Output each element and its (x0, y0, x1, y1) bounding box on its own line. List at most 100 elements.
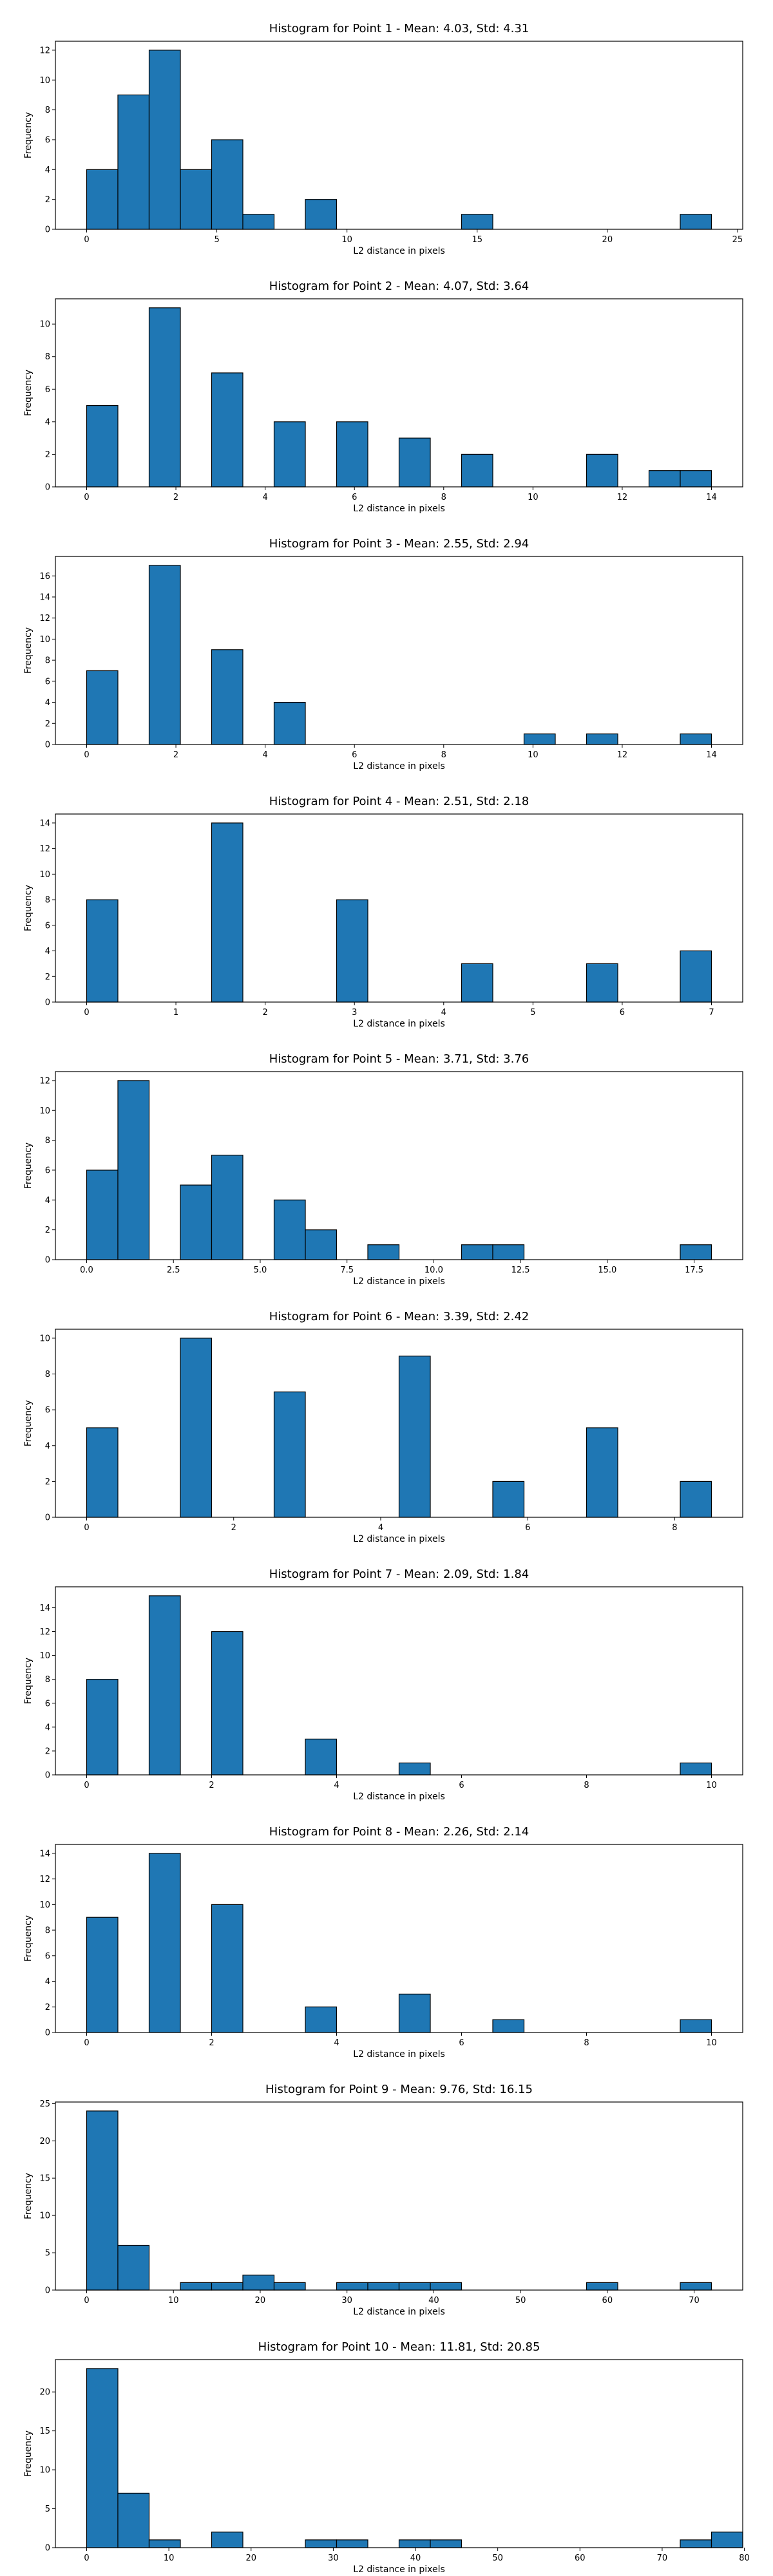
histogram-bar (680, 1762, 712, 1776)
y-tick-label: 4 (45, 1441, 50, 1451)
y-tick-label: 0 (45, 741, 50, 750)
y-tick-label: 4 (45, 947, 50, 956)
histogram-chart-8: Histogram for Point 8 - Mean: 2.26, Std:… (23, 1825, 743, 2060)
y-axis-label: Frequency (23, 885, 33, 931)
y-axis-label: Frequency (23, 2173, 33, 2219)
y-tick-label: 6 (45, 921, 50, 931)
y-tick-label: 14 (39, 819, 50, 828)
x-tick-label: 4 (378, 1523, 383, 1533)
y-tick-label: 10 (39, 1334, 50, 1343)
y-tick-label: 4 (45, 698, 50, 708)
histogram-bar (398, 2539, 431, 2548)
histogram-bar (336, 2539, 368, 2548)
y-tick-label: 2 (45, 972, 50, 982)
x-tick-label: 30 (341, 2296, 352, 2306)
chart-title: Histogram for Point 10 - Mean: 11.81, St… (258, 2340, 540, 2354)
y-tick-label: 14 (39, 1604, 50, 1613)
y-tick-label: 8 (45, 1370, 50, 1379)
histogram-bar (680, 2282, 712, 2291)
histogram-bar (148, 1595, 181, 1776)
x-tick-label: 12 (617, 493, 628, 502)
y-tick-label: 12 (39, 1627, 50, 1637)
histogram-bar (148, 1853, 181, 2033)
histogram-bar (211, 1155, 243, 1260)
y-tick-label: 6 (45, 385, 50, 395)
y-tick-label: 8 (45, 1926, 50, 1936)
x-tick-label: 0 (84, 2553, 89, 2563)
y-tick-label: 12 (39, 844, 50, 854)
histogram-bar (492, 1244, 525, 1260)
x-axis-label: L2 distance in pixels (353, 2564, 445, 2575)
histogram-bar (461, 214, 493, 230)
histogram-bar (492, 1481, 525, 1518)
histogram-chart-4: Histogram for Point 4 - Mean: 2.51, Std:… (23, 795, 743, 1029)
y-tick-label: 12 (39, 1875, 50, 1884)
y-tick-label: 8 (45, 896, 50, 905)
histogram-bar (367, 2282, 400, 2291)
x-axis-label: L2 distance in pixels (353, 2307, 445, 2317)
y-tick-label: 15 (39, 2427, 50, 2436)
x-tick-label: 70 (689, 2296, 700, 2306)
histogram-bar (586, 734, 618, 745)
y-tick-label: 14 (39, 1849, 50, 1859)
x-tick-label: 8 (584, 1781, 589, 1790)
x-tick-label: 10 (706, 1781, 717, 1790)
y-tick-label: 10 (39, 2466, 50, 2476)
x-tick-label: 2 (209, 1781, 214, 1790)
x-tick-label: 50 (492, 2553, 503, 2563)
histogram-bar (461, 1244, 493, 1260)
y-tick-label: 8 (45, 1136, 50, 1146)
y-tick-label: 10 (39, 1106, 50, 1116)
x-tick-label: 2.5 (167, 1265, 180, 1275)
axes-frame (55, 2101, 743, 2291)
x-tick-label: 6 (620, 1008, 625, 1018)
y-tick-label: 10 (39, 320, 50, 330)
histogram-bar (430, 2539, 463, 2548)
histogram-bar (680, 2539, 712, 2548)
chart-title: Histogram for Point 9 - Mean: 9.76, Std:… (265, 2083, 533, 2096)
histogram-bar (680, 734, 712, 745)
histogram-bar (461, 453, 493, 488)
histogram-bar (273, 1199, 306, 1260)
histogram-bar (211, 1631, 243, 1776)
y-axis-label: Frequency (23, 2430, 33, 2477)
y-axis-label: Frequency (23, 112, 33, 158)
y-tick-label: 8 (45, 106, 50, 115)
x-tick-label: 40 (428, 2296, 439, 2306)
x-tick-label: 40 (410, 2553, 421, 2563)
x-tick-label: 5 (530, 1008, 535, 1018)
histogram-bar (680, 470, 712, 488)
x-tick-label: 7 (709, 1008, 714, 1018)
y-axis-label: Frequency (23, 1400, 33, 1446)
histogram-bar (398, 1762, 431, 1776)
histogram-bar (273, 702, 306, 745)
histogram-bar (211, 649, 243, 745)
histogram-bar (398, 2282, 431, 2291)
histogram-bar (86, 2110, 119, 2291)
y-tick-label: 12 (39, 614, 50, 623)
x-axis-label: L2 distance in pixels (353, 1276, 445, 1287)
y-tick-label: 0 (45, 2029, 50, 2038)
axes-frame (55, 1071, 743, 1260)
y-tick-label: 8 (45, 352, 50, 362)
y-tick-label: 12 (39, 1076, 50, 1086)
x-tick-label: 2 (231, 1523, 236, 1533)
x-tick-label: 0 (84, 2296, 89, 2306)
histogram-bar (680, 214, 712, 230)
axes-frame (55, 298, 743, 488)
histogram-bar (586, 1427, 618, 1518)
x-tick-label: 20 (245, 2553, 256, 2563)
y-tick-label: 25 (39, 2099, 50, 2109)
axes-frame (55, 813, 743, 1003)
histogram-chart-5: Histogram for Point 5 - Mean: 3.71, Std:… (23, 1052, 743, 1287)
histogram-bar (86, 1679, 119, 1776)
histogram-bar (86, 1427, 119, 1518)
histogram-bar (336, 899, 368, 1003)
x-tick-label: 2 (209, 2038, 214, 2048)
histogram-bar (273, 421, 306, 488)
y-tick-label: 6 (45, 1166, 50, 1175)
histogram-bar (680, 2019, 712, 2033)
axes-frame (55, 1329, 743, 1518)
y-tick-label: 8 (45, 656, 50, 666)
x-tick-label: 5.0 (254, 1265, 267, 1275)
